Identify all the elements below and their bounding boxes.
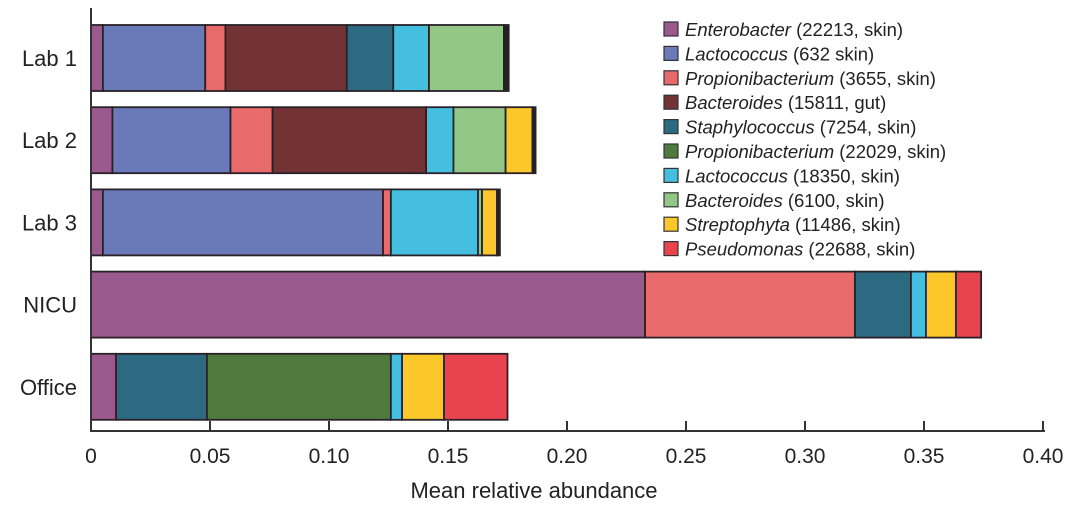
x-tick-label: 0.40 xyxy=(1023,445,1064,468)
bar-segment xyxy=(389,188,479,257)
bar-segment xyxy=(425,106,455,175)
bar-segment xyxy=(503,24,510,92)
x-tick-label: 0.25 xyxy=(666,445,707,468)
x-tick-label: 0.10 xyxy=(309,445,350,468)
legend-swatch xyxy=(663,45,679,62)
bar-segment xyxy=(452,106,507,175)
bar-segment xyxy=(401,352,445,421)
legend-item: Propionibacterium (22029, skin) xyxy=(663,141,946,162)
bar-segment xyxy=(111,106,232,175)
bar-segment xyxy=(90,188,104,257)
bar-segment xyxy=(115,352,208,421)
legend: Enterobacter (22213, skin) Lactococcus (6… xyxy=(663,19,946,260)
bar-segment xyxy=(428,24,505,92)
legend-label: Streptophyta (11486, skin) xyxy=(685,214,901,235)
bar-segment xyxy=(531,106,537,175)
x-tick-label: 0 xyxy=(85,445,97,468)
bar-segment xyxy=(229,106,274,175)
category-label: Lab 3 xyxy=(22,210,77,235)
legend-label: Staphylococcus (7254, skin) xyxy=(685,117,916,138)
x-tick-label: 0.35 xyxy=(904,445,945,468)
legend-item: Bacteroides (15811, gut) xyxy=(663,92,886,113)
legend-item: Lactococcus (18350, skin) xyxy=(663,165,900,186)
legend-swatch xyxy=(663,70,679,86)
bar-segment xyxy=(854,270,912,339)
bar-segment xyxy=(392,24,430,92)
x-tick-label: 0.30 xyxy=(785,445,826,468)
bar-segment xyxy=(954,270,983,339)
legend-item: Enterobacter (22213, skin) xyxy=(663,19,903,40)
legend-swatch xyxy=(663,241,679,257)
legend-label: Enterobacter (22213, skin) xyxy=(685,19,903,40)
legend-swatch xyxy=(663,216,679,232)
x-axis-label: Mean relative abundance xyxy=(410,478,657,503)
x-tick-label: 0.15 xyxy=(428,445,469,468)
legend-swatch xyxy=(663,94,679,110)
bar-segment xyxy=(90,352,117,421)
legend-swatch xyxy=(663,167,679,183)
bar-segment xyxy=(389,352,403,421)
x-tick-label: 0.20 xyxy=(547,445,588,468)
legend-swatch xyxy=(663,21,679,37)
bar-segment xyxy=(345,24,395,92)
bar-segment xyxy=(102,188,384,257)
bar-segment xyxy=(90,106,114,175)
category-label: Office xyxy=(20,375,77,400)
legend-item: Lactococcus (632 skin) xyxy=(663,43,874,64)
x-tick-label: 0.05 xyxy=(190,445,231,468)
bar-segment xyxy=(204,24,227,92)
bars xyxy=(90,24,983,421)
legend-label: Lactococcus (18350, skin) xyxy=(685,165,900,186)
category-label: Lab 1 xyxy=(22,46,77,71)
bar-segment xyxy=(496,188,501,257)
bar-segment xyxy=(206,352,392,421)
legend-swatch xyxy=(663,118,679,135)
x-ticks: 0 0.05 0.10 0.15 0.20 0.25 0.30 0.35 0.40 xyxy=(85,421,1063,468)
bar-segment xyxy=(90,270,646,339)
bar-segment xyxy=(504,106,534,175)
legend-label: Lactococcus (632 skin) xyxy=(685,43,874,64)
category-labels: Lab 1 Lab 2 Lab 3 NICU Office xyxy=(20,46,77,400)
bar-segment xyxy=(271,106,428,175)
bar-segment xyxy=(102,24,207,92)
legend-item: Propionibacterium (3655, skin) xyxy=(663,68,936,89)
legend-label: Propionibacterium (22029, skin) xyxy=(685,141,946,162)
bar-segment xyxy=(90,24,104,92)
bar-segment xyxy=(481,188,498,257)
bar-segment xyxy=(443,352,509,421)
legend-label: Pseudomonas (22688, skin) xyxy=(685,239,915,260)
bar-segment xyxy=(910,270,927,339)
legend-item: Staphylococcus (7254, skin) xyxy=(663,117,916,138)
legend-item: Pseudomonas (22688, skin) xyxy=(663,239,915,260)
legend-item: Streptophyta (11486, skin) xyxy=(663,214,901,235)
bar-segment xyxy=(644,270,856,339)
bar-segment xyxy=(224,24,348,92)
legend-label: Propionibacterium (3655, skin) xyxy=(685,68,936,89)
legend-label: Bacteroides (6100, skin) xyxy=(685,190,885,211)
bar-segment xyxy=(925,270,957,339)
legend-label: Bacteroides (15811, gut) xyxy=(685,92,886,113)
category-label: NICU xyxy=(23,293,77,318)
legend-swatch xyxy=(663,143,679,159)
category-label: Lab 2 xyxy=(22,128,77,153)
bar-segment xyxy=(382,188,392,257)
legend-swatch xyxy=(663,192,679,208)
legend-item: Bacteroides (6100, skin) xyxy=(663,190,885,211)
